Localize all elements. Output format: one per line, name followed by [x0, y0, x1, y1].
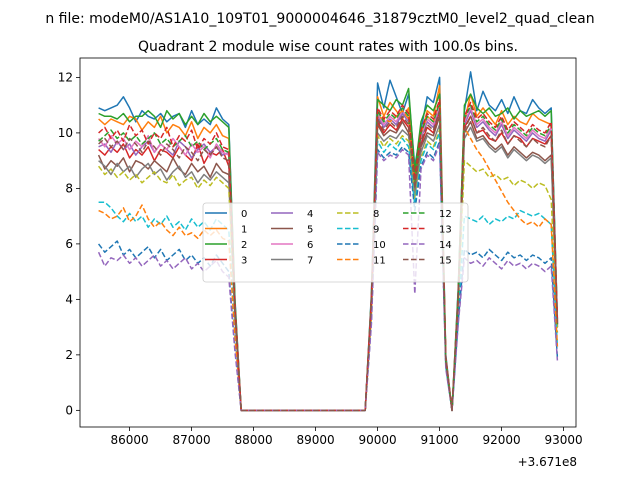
legend-label-8: 8 — [373, 209, 379, 220]
y-tick-label: 4 — [65, 292, 73, 306]
y-tick-label: 12 — [58, 70, 73, 84]
x-tick-label: 87000 — [173, 433, 211, 447]
x-tick-label: 89000 — [297, 433, 335, 447]
x-tick-label: 91000 — [421, 433, 459, 447]
figure-suptitle: n file: modeM0/AS1A10_109T01_9000004646_… — [45, 11, 594, 27]
x-tick-label: 92000 — [483, 433, 521, 447]
x-axis: 86000 87000 88000 89000 90000 91000 92000 93000 — [111, 427, 583, 447]
y-tick-label: 2 — [65, 348, 73, 362]
legend-label-3: 3 — [241, 256, 247, 267]
plot-area: 86000 87000 88000 89000 90000 91000 92000 93000… — [58, 57, 583, 469]
series-line-12 — [98, 101, 559, 412]
legend-label-2: 2 — [241, 240, 247, 251]
legend-label-11: 11 — [373, 256, 386, 267]
legend-label-14: 14 — [439, 240, 452, 251]
legend-label-15: 15 — [439, 256, 452, 267]
legend-label-9: 9 — [373, 225, 379, 236]
y-tick-label: 0 — [65, 403, 73, 417]
legend-label-13: 13 — [439, 225, 452, 236]
y-tick-label: 10 — [58, 126, 73, 140]
x-tick-label: 86000 — [111, 433, 149, 447]
legend-box — [202, 202, 469, 283]
axes-frame — [79, 57, 577, 428]
x-tick-label: 93000 — [545, 433, 583, 447]
legend-label-0: 0 — [241, 209, 247, 220]
legend-label-5: 5 — [307, 225, 313, 236]
x-tick-label: 88000 — [235, 433, 273, 447]
chart-title: Quadrant 2 module wise count rates with … — [138, 39, 518, 55]
legend-label-7: 7 — [307, 256, 313, 267]
legend-label-1: 1 — [241, 225, 247, 236]
series-line-15 — [98, 109, 559, 412]
legend-label-10: 10 — [373, 240, 386, 251]
y-tick-label: 6 — [65, 237, 73, 251]
x-axis-offset-label: +3.671e8 — [518, 455, 577, 469]
legend-label-12: 12 — [439, 209, 452, 220]
y-axis: 0 2 4 6 8 10 12 — [58, 70, 80, 417]
x-tick-label: 90000 — [359, 433, 397, 447]
series-layer — [97, 71, 559, 412]
legend-label-6: 6 — [307, 240, 313, 251]
series-line-14 — [97, 143, 559, 412]
series-line-10 — [97, 140, 559, 412]
legend-label-4: 4 — [307, 209, 313, 220]
y-tick-label: 8 — [65, 181, 73, 195]
